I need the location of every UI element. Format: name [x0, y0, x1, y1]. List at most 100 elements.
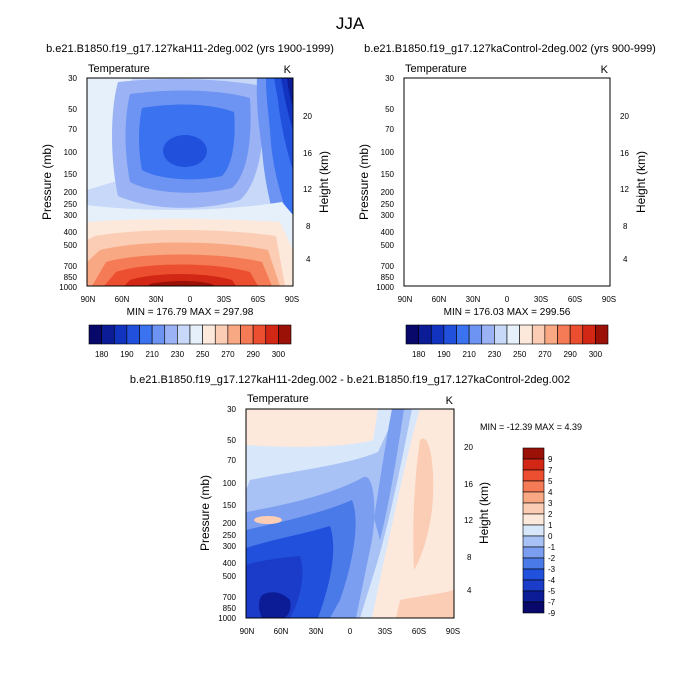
panel-control-units: K	[601, 64, 609, 76]
colorbar-label: 190	[437, 350, 451, 359]
colorbar-label: -9	[548, 609, 556, 618]
panel-difference-colorbar: 9 7 5 4 3 2 1 0 -1 -2 -3 -4 -5 -7 -9	[522, 447, 556, 618]
x-tick: 30S	[378, 627, 392, 636]
colorbar-label: 5	[548, 477, 553, 486]
panel-h11-contours	[87, 78, 293, 286]
colorbar-label: 210	[145, 350, 159, 359]
x-tick: 90S	[285, 295, 299, 304]
colorbar-box	[265, 324, 279, 345]
y-tick: 1000	[376, 283, 394, 292]
colorbar-label: 180	[412, 350, 426, 359]
y-tick: 150	[223, 501, 237, 510]
colorbar-label: 270	[221, 350, 235, 359]
colorbar-box	[522, 513, 545, 526]
y-right-tick: 8	[467, 553, 472, 562]
y-tick: 30	[227, 405, 236, 414]
colorbar-label: -1	[548, 543, 556, 552]
panel-control-field-label: Temperature	[405, 63, 467, 75]
x-tick: 30S	[534, 295, 548, 304]
y-tick: 700	[64, 262, 78, 271]
colorbar-box	[468, 324, 483, 345]
y-tick: 50	[227, 436, 236, 445]
y-tick: 400	[64, 228, 78, 237]
colorbar-box	[522, 568, 545, 581]
colorbar-box	[139, 324, 153, 345]
colorbar-box	[113, 324, 128, 345]
y-tick: 1000	[59, 283, 77, 292]
colorbar-label: 250	[513, 350, 527, 359]
y-tick: 200	[223, 519, 237, 528]
y-right-tick: 4	[306, 255, 311, 264]
colorbar-box	[557, 324, 571, 345]
colorbar-box	[151, 324, 166, 345]
colorbar-box	[522, 579, 545, 592]
y-tick: 250	[381, 200, 395, 209]
y-tick: 30	[68, 74, 77, 83]
colorbar-box	[405, 324, 419, 345]
panel-control-stats: MIN = 176.03 MAX = 299.56	[444, 307, 571, 318]
x-tick: 60N	[115, 295, 130, 304]
panel-difference-units: K	[446, 395, 454, 407]
panel-h11-x-axis: 90N 60N 30N 0 30S 60S 90S	[81, 295, 299, 304]
x-tick: 30N	[149, 295, 164, 304]
colorbar-box	[214, 324, 229, 345]
colorbar-label: 180	[95, 350, 109, 359]
y-tick: 250	[223, 531, 237, 540]
y-tick: 400	[381, 228, 395, 237]
figure-title: JJA	[336, 14, 365, 33]
colorbar-box	[522, 480, 545, 493]
colorbar-label: 230	[488, 350, 502, 359]
panel-h11-y-right-axis: 20 16 12 8 4	[303, 112, 312, 264]
panel-h11-y-axis: 30 50 70 100 150 200 250 300 400 500 700…	[59, 74, 77, 292]
colorbar-label: 4	[548, 488, 553, 497]
y-tick: 100	[64, 148, 78, 157]
y-right-tick: 8	[623, 222, 628, 231]
panel-difference-ylabel-right: Height (km)	[477, 482, 491, 544]
x-tick: 90N	[398, 295, 413, 304]
x-tick: 90N	[240, 627, 255, 636]
panel-control-ylabel: Pressure (mb)	[357, 144, 371, 220]
colorbar-box	[522, 469, 545, 482]
y-tick: 300	[381, 211, 395, 220]
colorbar-box	[418, 324, 432, 345]
colorbar-box	[88, 324, 102, 345]
colorbar-label: 0	[548, 532, 553, 541]
colorbar-box	[522, 546, 545, 559]
colorbar-label: 9	[548, 455, 553, 464]
y-tick: 250	[64, 200, 78, 209]
y-right-tick: 16	[620, 149, 629, 158]
panel-control-colorbar: 180 190 210 230 250 270 290 300	[405, 324, 609, 359]
panel-h11-title: b.e21.B1850.f19_g17.127kaH11-2deg.002 (y…	[46, 43, 334, 55]
panel-h11: b.e21.B1850.f19_g17.127kaH11-2deg.002 (y…	[40, 43, 334, 359]
colorbar-label: 290	[563, 350, 577, 359]
panel-control-y-axis: 30 50 70 100 150 200 250 300 400 500 700…	[376, 74, 394, 292]
panel-difference-ylabel: Pressure (mb)	[198, 475, 212, 551]
y-tick: 200	[64, 188, 78, 197]
y-tick: 30	[385, 74, 394, 83]
y-tick: 700	[223, 593, 237, 602]
colorbar-box	[278, 324, 292, 345]
x-tick: 60N	[274, 627, 289, 636]
panel-control-contours	[404, 78, 610, 286]
x-tick: 30S	[217, 295, 231, 304]
y-tick: 850	[381, 273, 395, 282]
panel-h11-units: K	[284, 64, 292, 76]
colorbar-label: -5	[548, 587, 556, 596]
colorbar-label: 210	[462, 350, 476, 359]
y-right-tick: 8	[306, 222, 311, 231]
y-right-tick: 4	[467, 586, 472, 595]
colorbar-box	[522, 535, 545, 548]
colorbar-label: 230	[171, 350, 185, 359]
colorbar-label: -7	[548, 598, 556, 607]
colorbar-box	[522, 502, 545, 515]
panel-h11-colorbar: 180 190 210 230 250 270 290 300	[88, 324, 292, 359]
colorbar-box	[506, 324, 520, 345]
colorbar-label: 270	[538, 350, 552, 359]
panel-difference-contours	[246, 409, 454, 618]
panel-h11-ylabel: Pressure (mb)	[40, 144, 54, 220]
x-tick: 60N	[432, 295, 447, 304]
y-tick: 300	[64, 211, 78, 220]
x-tick: 0	[348, 627, 353, 636]
y-tick: 100	[223, 479, 237, 488]
panel-control-x-axis: 90N 60N 30N 0 30S 60S 90S	[398, 295, 616, 304]
